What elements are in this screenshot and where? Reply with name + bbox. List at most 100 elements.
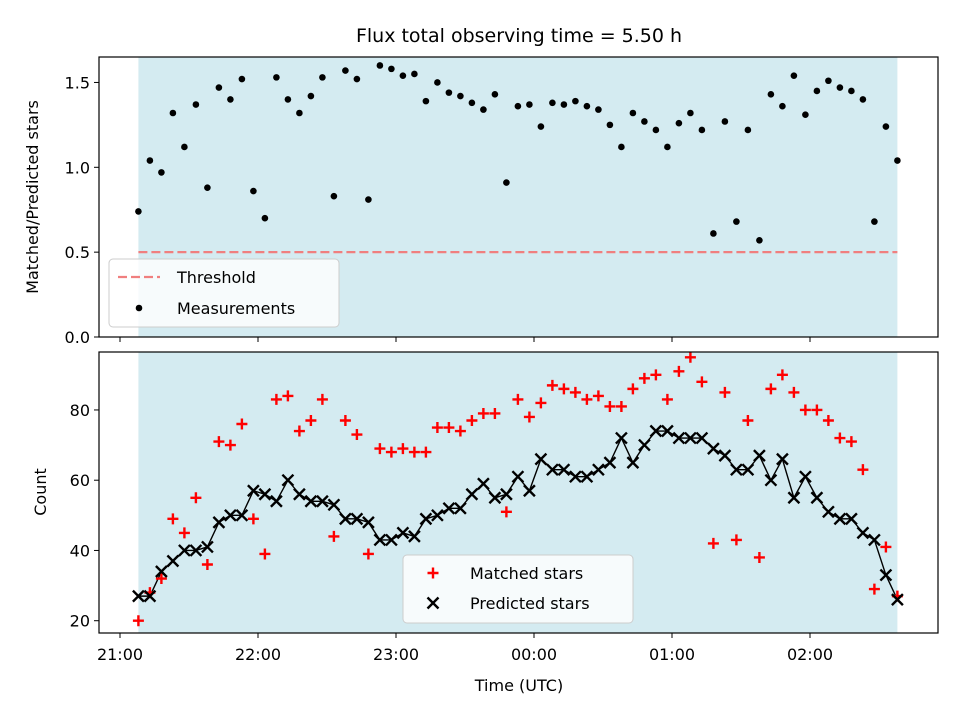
- matched-star-point: [270, 393, 282, 405]
- measurement-point: [227, 96, 234, 103]
- y-tick-label: 1.5: [65, 73, 90, 92]
- matched-star-point: [535, 397, 547, 409]
- matched-star-point: [661, 393, 673, 405]
- measurement-point: [319, 74, 326, 81]
- x-tick-label: 21:00: [97, 645, 143, 664]
- predicted-star-point: [224, 508, 237, 522]
- measurement-point: [457, 92, 464, 100]
- matched-star-point: [546, 379, 558, 391]
- y-tick-label: 20: [70, 612, 90, 631]
- predicted-star-point: [511, 470, 525, 484]
- matched-star-point: [673, 365, 685, 377]
- predicted-star-point: [431, 508, 444, 522]
- measurement-point: [848, 87, 855, 95]
- predicted-star-point: [316, 494, 329, 508]
- predicted-star-point: [235, 508, 249, 522]
- matched-star-point: [224, 439, 236, 451]
- measurement-point: [491, 91, 499, 98]
- x-axis-label: Time (UTC): [474, 676, 563, 695]
- predicted-star-point: [546, 463, 559, 477]
- predicted-star-point: [833, 512, 847, 526]
- predicted-star-point: [707, 442, 720, 455]
- predicted-star-point: [155, 565, 168, 578]
- matched-star-point: [845, 436, 857, 448]
- predicted-star-point: [764, 473, 778, 487]
- x-tick-label: 23:00: [373, 645, 419, 664]
- predicted-star-point: [166, 554, 180, 568]
- measurement-point: [859, 96, 867, 103]
- predicted-star-point: [293, 487, 306, 501]
- measurement-point: [790, 72, 798, 79]
- predicted-star-point: [396, 526, 410, 540]
- predicted-star-point: [856, 526, 870, 540]
- measurement-point: [342, 67, 349, 74]
- matched-star-point: [213, 436, 225, 448]
- predicted-star-point: [879, 568, 893, 582]
- measurement-point: [698, 126, 706, 134]
- measurement-point: [675, 119, 683, 127]
- matched-star-point: [420, 446, 432, 458]
- measurement-point: [641, 118, 648, 125]
- measurement-point: [204, 184, 211, 191]
- predicted-star-point: [465, 487, 479, 501]
- predicted-star-point: [454, 501, 467, 515]
- matched-star-point: [328, 530, 340, 542]
- matched-star-point: [776, 369, 788, 381]
- matched-star-point: [466, 414, 478, 426]
- measurement-point: [606, 121, 614, 129]
- matched-star-point: [857, 464, 869, 476]
- y-tick-label: 0.5: [65, 243, 90, 262]
- measurement-point: [365, 196, 372, 203]
- measurement-point: [388, 65, 395, 73]
- predicted-star-point: [373, 533, 387, 547]
- matched-star-point: [730, 534, 742, 546]
- measurement-point: [802, 111, 809, 118]
- matched-star-point: [132, 615, 144, 627]
- predicted-star-point: [776, 452, 789, 466]
- predicted-star-point: [442, 501, 456, 515]
- measurement-point: [399, 72, 407, 79]
- predicted-star-point: [523, 484, 536, 498]
- predicted-star-point: [580, 470, 594, 484]
- measurement-point: [353, 75, 361, 83]
- measurement-point: [825, 77, 832, 85]
- measurement-point: [744, 126, 752, 134]
- matched-star-point: [362, 548, 374, 560]
- matched-star-point: [742, 414, 754, 426]
- predicted-star-point: [741, 463, 755, 477]
- top-axes-frame: [98, 56, 939, 338]
- predicted-star-point: [868, 533, 881, 547]
- matched-star-point: [155, 573, 167, 585]
- measurement-point: [135, 208, 142, 215]
- predicted-star-point: [258, 487, 272, 501]
- matched-star-point: [259, 548, 271, 560]
- predicted-star-point: [408, 530, 421, 543]
- measurement-point: [894, 157, 901, 164]
- measurement-point: [296, 109, 303, 117]
- matched-star-point: [385, 446, 397, 458]
- top-y-axis-label: Matched/Predicted stars: [23, 100, 42, 294]
- measurement-point: [687, 109, 694, 117]
- legend-threshold-label: Threshold: [176, 268, 256, 287]
- matched-star-point: [765, 383, 777, 395]
- matched-star-point: [489, 407, 501, 419]
- y-tick-label: 60: [70, 471, 90, 490]
- matched-star-point: [454, 425, 466, 437]
- matched-star-point: [523, 411, 535, 423]
- matched-star-point: [397, 443, 409, 455]
- measurement-point: [192, 101, 200, 108]
- measurement-point: [376, 62, 384, 69]
- predicted-star-point: [557, 463, 571, 477]
- matched-star-point: [305, 414, 317, 426]
- legend-measurement-swatch: [135, 304, 143, 312]
- predicted-star-point: [891, 593, 904, 606]
- matched-star-point: [512, 393, 524, 405]
- chart-title: Flux total observing time = 5.50 h: [356, 25, 682, 47]
- matched-star-point: [581, 393, 593, 405]
- measurement-point: [503, 179, 510, 186]
- measurement-point: [169, 109, 177, 117]
- matched-star-point: [592, 390, 604, 402]
- predicted-star-point: [143, 589, 157, 603]
- predicted-star-point: [178, 544, 191, 557]
- predicted-star-point: [419, 512, 433, 526]
